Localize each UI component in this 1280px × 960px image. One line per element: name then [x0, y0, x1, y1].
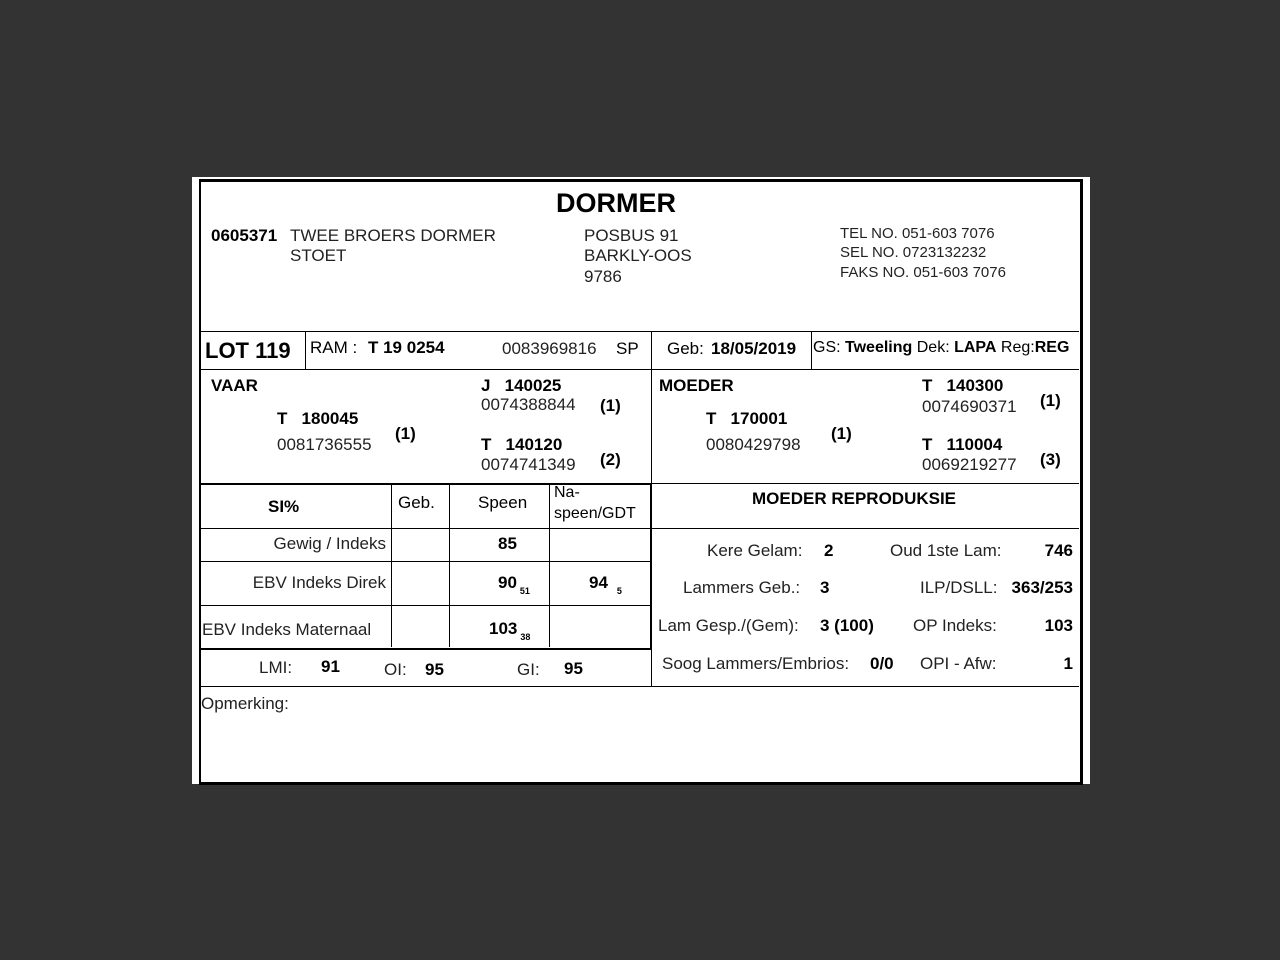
divider — [200, 528, 651, 529]
lammers-label: Lammers Geb.: — [683, 578, 801, 597]
divider — [200, 686, 1079, 687]
divider — [449, 484, 450, 647]
gi-label: GI: — [517, 660, 540, 679]
vaar-sire-grade: (1) — [600, 396, 621, 415]
breeder-code: 0605371 — [211, 226, 278, 245]
moeder-sire-grade: (1) — [1040, 391, 1061, 410]
speen-value: 90 — [498, 573, 517, 592]
vaar-id: T 180045 — [277, 409, 359, 428]
na-value: 94 — [589, 573, 608, 592]
na-accuracy: 5 — [616, 586, 622, 596]
dek-value: LAPA — [954, 339, 997, 356]
moeder-id: T 170001 — [706, 409, 788, 428]
geb-label: Geb: — [667, 339, 704, 358]
ram-id: T 19 0254 — [368, 338, 445, 357]
address-line: BARKLY-OOS — [584, 246, 692, 265]
soog-label: Soog Lammers/Embrios: — [662, 654, 850, 673]
ilp-value: 363/253 — [1011, 578, 1073, 597]
divider — [200, 605, 651, 606]
moeder-sire-number: 0074690371 — [922, 397, 1017, 416]
oi-value: 95 — [425, 660, 444, 679]
kere-value: 2 — [824, 541, 834, 560]
ram-number: 0083969816 — [502, 339, 597, 358]
header-speen: Speen — [478, 493, 528, 512]
gi-value: 95 — [564, 659, 583, 678]
si-table — [200, 483, 652, 650]
vaar-sire-id: J 140025 — [481, 376, 562, 395]
divider — [651, 528, 1079, 529]
divider — [200, 331, 1079, 332]
op-label: OP Indeks: — [913, 616, 997, 635]
vaar-dam-number: 0074741349 — [481, 455, 576, 474]
vaar-sire-number: 0074388844 — [481, 395, 576, 414]
divider — [391, 484, 392, 647]
address-line: 9786 — [584, 267, 622, 286]
vaar-grade: (1) — [395, 424, 416, 443]
reproduksie-title: MOEDER REPRODUKSIE — [752, 489, 957, 508]
moeder-dam-id: T 110004 — [922, 435, 1003, 454]
divider — [549, 484, 550, 647]
kere-label: Kere Gelam: — [707, 541, 803, 560]
oi-label: OI: — [384, 660, 407, 679]
header-si: SI% — [268, 497, 300, 516]
page-title: DORMER — [556, 188, 676, 218]
lmi-value: 91 — [321, 657, 340, 676]
speen-accuracy: 38 — [520, 632, 531, 642]
ilp-label: ILP/DSLL: — [920, 578, 998, 597]
divider — [305, 331, 306, 369]
moeder-grade: (1) — [831, 424, 852, 443]
card-border — [199, 179, 1083, 785]
op-value: 103 — [1044, 616, 1073, 635]
gs-value: Tweeling — [845, 339, 913, 356]
row-label: EBV Indeks Maternaal — [202, 620, 372, 639]
vaar-label: VAAR — [211, 376, 258, 395]
moeder-sire-id: T 140300 — [922, 376, 1004, 395]
row-label: Gewig / Indeks — [273, 534, 386, 553]
divider — [200, 369, 1079, 370]
gesp-label: Lam Gesp./(Gem): — [658, 616, 799, 635]
header-naspeen: speen/GDT — [554, 505, 636, 522]
vaar-dam-id: T 140120 — [481, 435, 563, 454]
vaar-number: 0081736555 — [277, 435, 372, 454]
reg-label: Reg: — [1000, 339, 1035, 356]
opi-value: 1 — [1063, 654, 1073, 673]
sel: SEL NO. 0723132232 — [840, 244, 987, 261]
lmi-label: LMI: — [259, 658, 293, 677]
divider — [811, 331, 812, 369]
gesp-value: 3 (100) — [820, 616, 874, 635]
soog-value: 0/0 — [870, 654, 894, 673]
moeder-dam-grade: (3) — [1040, 450, 1061, 469]
header-na: Na- — [554, 484, 580, 501]
lammers-value: 3 — [820, 578, 830, 597]
row-label: EBV Indeks Direk — [252, 573, 386, 592]
speen-accuracy: 51 — [519, 586, 530, 596]
oud-value: 746 — [1044, 541, 1073, 560]
moeder-dam-number: 0069219277 — [922, 455, 1017, 474]
address-line: POSBUS 91 — [584, 226, 679, 245]
speen-value: 85 — [498, 534, 517, 553]
geb-value: 18/05/2019 — [711, 339, 797, 358]
opi-label: OPI - Afw: — [920, 654, 997, 673]
catalogue-card — [192, 177, 1090, 784]
reg-value: REG — [1034, 339, 1070, 356]
header-geb: Geb. — [398, 493, 435, 512]
speen-value: 103 — [489, 619, 518, 638]
ram-suffix: SP — [616, 339, 639, 358]
gs-label: GS: — [813, 339, 841, 356]
dek-label: Dek: — [916, 339, 950, 356]
tel: TEL NO. 051-603 7076 — [840, 225, 995, 242]
lot-number: LOT 119 — [205, 338, 291, 363]
opmerking-label: Opmerking: — [201, 694, 289, 713]
ram-label: RAM : — [310, 338, 358, 357]
moeder-number: 0080429798 — [706, 435, 801, 454]
moeder-label: MOEDER — [659, 376, 734, 395]
breeder-name-2: STOET — [290, 246, 347, 265]
vaar-dam-grade: (2) — [600, 450, 621, 469]
faks: FAKS NO. 051-603 7076 — [840, 264, 1006, 281]
divider — [200, 561, 651, 562]
oud-label: Oud 1ste Lam: — [890, 541, 1002, 560]
breeder-name: TWEE BROERS DORMER — [290, 226, 496, 245]
